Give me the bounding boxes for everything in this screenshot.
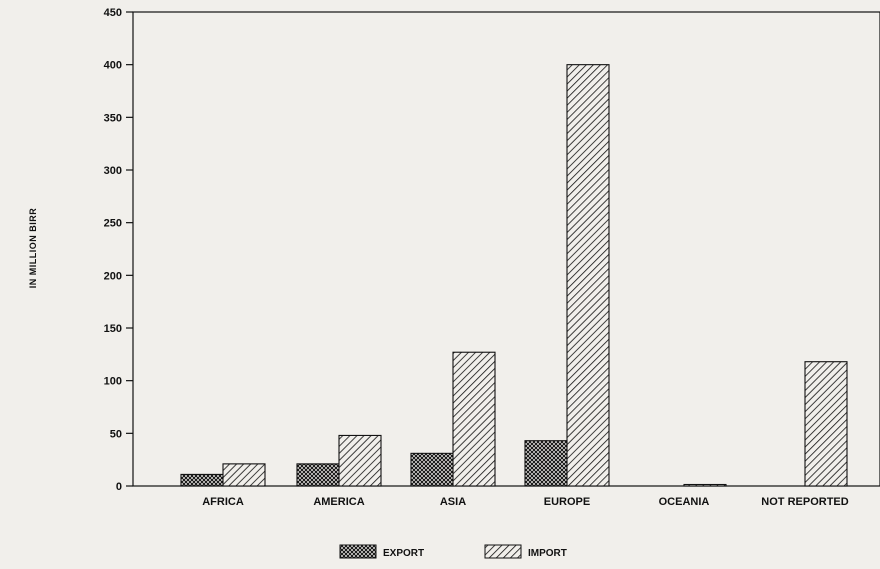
x-category-label: NOT REPORTED [761, 496, 848, 508]
x-category-label: AFRICA [202, 496, 244, 508]
legend-label-export: EXPORT [383, 548, 424, 559]
y-axis: 0 50 100 150 200 250 300 350 400 450 [104, 7, 133, 493]
y-tick-label: 200 [104, 270, 122, 282]
y-tick-label: 0 [116, 481, 122, 493]
bar-export-europe [524, 440, 568, 487]
y-tick-label: 350 [104, 112, 122, 124]
x-category-label: EUROPE [544, 496, 590, 508]
y-tick-label: 400 [104, 60, 122, 72]
bars [180, 64, 848, 487]
bar-export-america [296, 463, 340, 487]
x-axis-labels: AFRICA AMERICA ASIA EUROPE OCEANIA NOT REPORT… [202, 496, 849, 508]
bar-import-america [338, 434, 382, 487]
y-tick-label: 100 [104, 376, 122, 388]
bar-export-asia [410, 452, 454, 487]
x-category-label: AMERICA [313, 496, 364, 508]
bar-export-africa [180, 473, 224, 487]
plot-area-border [132, 11, 880, 487]
y-tick-label: 450 [104, 7, 122, 19]
y-tick-label: 250 [104, 218, 122, 230]
y-tick-label: 150 [104, 323, 122, 335]
x-category-label: ASIA [440, 496, 466, 508]
legend: EXPORT IMPORT [339, 544, 567, 559]
y-tick-label: 50 [110, 428, 122, 440]
legend-label-import: IMPORT [528, 548, 567, 559]
bar-import-oceania [683, 483, 727, 487]
bar-import-europe [566, 64, 610, 487]
bar-import-asia [452, 351, 496, 487]
legend-swatch-import [484, 544, 522, 559]
bar-import-not-reported [804, 361, 848, 487]
bar-import-africa [222, 463, 266, 487]
y-tick-label: 300 [104, 165, 122, 177]
legend-swatch-export [339, 544, 377, 559]
x-category-label: OCEANIA [659, 496, 710, 508]
y-axis-label: IN MILLION BIRR [28, 208, 38, 289]
